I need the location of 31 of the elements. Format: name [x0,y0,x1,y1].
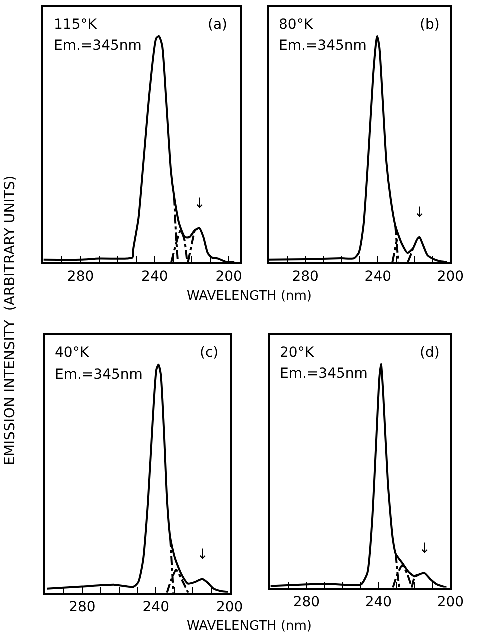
annotation: Em.=345nm [280,366,368,382]
x-tick-label: 200 [437,594,464,611]
chart-title: (c) [200,345,219,361]
text: 40°K [55,345,90,361]
annotation: ↓ [197,547,209,563]
x-tick-label: 240 [365,594,392,611]
text: 80°K [279,17,314,33]
chart-title: (a) [208,17,228,33]
annotation: Em.=345nm [279,38,367,54]
x-tick-label: 280 [292,268,319,285]
annotation: ↓ [194,196,206,212]
x-tick-label: 240 [364,268,392,285]
x-tick-label: 200 [216,600,244,616]
x-tick-label: 280 [69,600,96,616]
x-tick-label: 240 [142,268,168,285]
x-axis-title: WAVELENGTH (nm) [187,289,312,304]
x-axis-title: WAVELENGTH (nm) [187,619,312,634]
annotation: ↓ [414,205,426,221]
y-axis-title: EMISSION INTENSITY (ARBITRARY UNITS) [2,176,18,466]
text: 20°K [280,345,315,361]
x-tick-label: 200 [216,268,242,285]
chart-title: (d) [420,345,440,361]
x-tick-label: 200 [437,268,464,285]
x-tick-label: 280 [293,594,320,611]
annotation: ↓ [419,541,431,557]
x-tick-label: 280 [67,268,94,285]
text: 115°K [54,17,98,33]
annotation: Em.=345nm [54,38,142,54]
annotation: Em.=345nm [55,367,143,383]
x-tick-label: 240 [142,600,170,616]
chart-title: (b) [420,17,440,33]
